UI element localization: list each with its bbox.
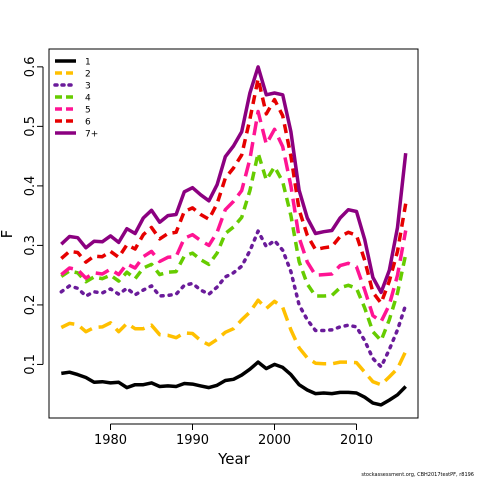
legend-label-6: 6 [85,118,91,128]
series-line-6 [60,77,408,305]
y-tick-label: 0.2 [23,295,38,316]
legend-label-4: 4 [85,94,91,104]
legend-label-5: 5 [85,106,91,116]
y-axis: 0.1 0.2 0.3 0.4 0.5 0.6 [23,57,44,375]
series-line-1 [61,360,407,407]
y-tick-label: 0.6 [23,57,38,78]
legend-label-7plus: 7+ [85,130,98,140]
footnote: stockassessment.org, CBH2017testPF, r819… [361,472,474,478]
legend-label-3: 3 [85,82,91,92]
legend-label-2: 2 [85,70,91,80]
y-tick-label: 0.3 [23,235,38,256]
series-line-2 [60,298,408,387]
x-tick-label: 1990 [176,433,209,448]
series-lines [59,65,408,407]
series-line-5 [60,109,408,324]
x-tick-label: 2000 [258,433,291,448]
x-axis: 1980 1990 2000 2010 [94,423,373,448]
series-line-3 [59,229,408,369]
x-tick-label: 2010 [340,433,373,448]
y-tick-label: 0.4 [23,176,38,197]
series-line-4 [60,151,408,343]
x-axis-title: Year [217,450,251,468]
plot-frame [48,48,419,419]
x-tick-label: 1980 [94,433,127,448]
series-line-7plus [60,65,408,295]
y-tick-label: 0.1 [23,354,38,375]
legend-label-1: 1 [85,58,91,68]
y-tick-label: 0.5 [23,116,38,137]
legend: 1 2 3 4 5 6 7+ [53,58,98,140]
y-axis-title: F [0,230,16,239]
